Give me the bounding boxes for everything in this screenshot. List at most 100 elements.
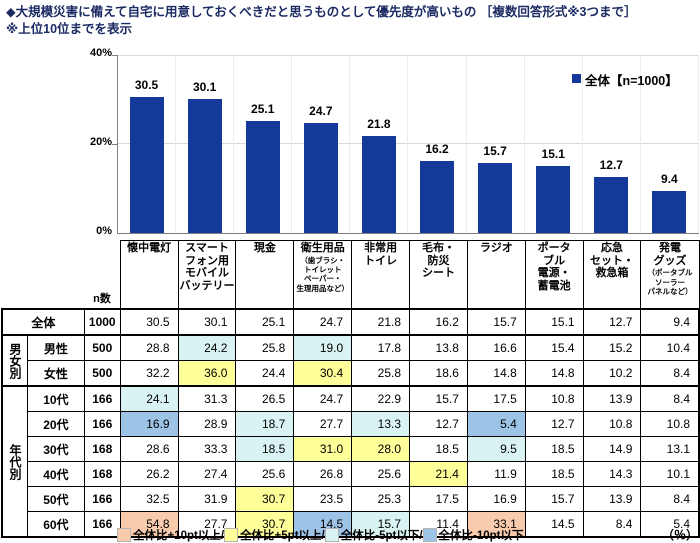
data-cell: 18.5 [235, 436, 295, 462]
data-cell: 28.8 [119, 334, 179, 361]
data-cell: 19.0 [293, 334, 353, 361]
chart-legend: 全体【n=1000】 [572, 70, 678, 89]
chart-legend-label: 全体【n=1000】 [585, 74, 678, 88]
data-cell: 15.4 [524, 334, 584, 361]
title-line-2: ※上位10位までを表示 [6, 21, 133, 36]
bar-value-label: 12.7 [599, 157, 623, 172]
data-cell: 16.6 [466, 334, 526, 361]
data-cell: 25.1 [235, 308, 295, 336]
table-row: 年代別 10代 166 24.1 31.3 26.5 24.7 22.9 15.7 17.5 10.… [1, 385, 700, 538]
chart-column: 24.7 [292, 55, 351, 233]
table-row: 20代 166 16.9 28.9 18.7 27.7 13.3 12.7 5.4 12.7 10.… [2, 411, 700, 437]
data-cell: 14.3 [582, 461, 642, 487]
data-cell: 24.7 [293, 385, 353, 412]
data-cell: 9.5 [466, 436, 526, 462]
data-cell: 8.4 [582, 511, 642, 538]
n-value-cell: 168 [83, 461, 121, 487]
row-label: 女性 [27, 360, 85, 387]
data-cell: 22.9 [351, 385, 411, 412]
y-axis-label-0: 0% [96, 225, 112, 237]
highlight-legend-label: 全体比-5pt以下/ [340, 529, 423, 542]
data-cell: 21.4 [409, 461, 468, 487]
column-header-sublabel: （歯ブラシ・ トイレット ペーパー・ 生理用品など） [296, 255, 349, 293]
bar [594, 176, 629, 233]
data-cell: 16.2 [409, 308, 468, 336]
data-cell: 24.4 [235, 360, 295, 387]
table-row: 50代 166 32.5 31.9 30.7 23.5 25.3 17.5 16.9 15.7 13… [2, 486, 700, 512]
bar [478, 163, 513, 233]
percent-note: （％） [661, 528, 698, 542]
n-value-cell: 500 [83, 334, 121, 361]
bar-value-label: 21.8 [367, 117, 391, 131]
data-cell: 18.5 [409, 436, 468, 462]
chart-columns: 30.5 30.1 25.1 24.7 21.8 16.2 15.7 15.1 12.7 9.4 [118, 55, 699, 233]
n-value-cell: 1000 [83, 308, 121, 336]
column-header-label: 衛生用品 [300, 242, 345, 254]
data-cell: 14.8 [524, 360, 584, 387]
data-cell: 12.7 [582, 308, 642, 336]
data-cell: 17.5 [466, 385, 526, 412]
data-cell: 15.7 [524, 486, 584, 512]
table-row: 女性 500 32.2 36.0 24.4 30.4 25.8 18.6 14.8 14.8 10.… [2, 360, 700, 387]
column-header: ポータ ブル 電源・ 蓄電池 [524, 240, 584, 310]
data-cell: 31.0 [293, 436, 353, 462]
data-cell: 18.5 [524, 436, 584, 462]
column-header-label: 非常用 トイレ [364, 242, 398, 267]
bar [420, 160, 455, 233]
header-blank-cell [2, 240, 85, 309]
data-cell: 33.1 [466, 511, 526, 538]
bar [187, 99, 222, 233]
data-cell: 10.8 [582, 411, 642, 437]
y-tick-mark [112, 55, 117, 56]
data-cell: 12.7 [524, 411, 584, 437]
series-swatch-icon [572, 74, 581, 83]
data-cell: 25.8 [235, 334, 295, 361]
data-cell: 18.6 [409, 360, 468, 387]
highlight-swatch-m5 [324, 527, 339, 542]
data-cell: 31.9 [177, 486, 237, 512]
data-cell: 24.1 [119, 385, 179, 412]
column-header: ラジオ [466, 240, 526, 310]
table-row: 60代 166 54.8 27.7 30.7 14.5 15.7 11.4 33.1 14.5 8.… [2, 511, 700, 538]
data-cell: 10.4 [640, 334, 700, 361]
n-column-header: n数 [84, 240, 121, 309]
data-cell: 30.4 [293, 360, 353, 387]
data-cell: 18.7 [235, 411, 295, 437]
highlight-legend-item: 全体比+10pt以上/ [117, 527, 224, 543]
bar-value-label: 15.1 [541, 146, 565, 161]
data-cell: 8.4 [640, 385, 700, 412]
data-cell: 13.8 [409, 334, 468, 361]
data-cell: 16.9 [466, 486, 526, 512]
column-header: 現金 [235, 240, 295, 310]
data-cell: 14.5 [524, 511, 584, 538]
data-cell: 15.1 [524, 308, 584, 336]
data-cell: 9.4 [640, 308, 700, 336]
y-axis-label-20: 20% [89, 136, 112, 148]
data-cell: 13.9 [582, 486, 642, 512]
results-table: n数 懐中電灯 スマート フォン用 モバイル バッテリー 現金 衛生用品 （歯ブラシ・ … [0, 240, 700, 538]
row-label: 30代 [27, 436, 85, 462]
data-cell: 28.6 [119, 436, 179, 462]
bar-value-label: 30.5 [134, 78, 159, 93]
column-header-label: 応急 セット・ 救急箱 [590, 242, 635, 280]
data-cell: 24.7 [293, 308, 353, 336]
column-header: 懐中電灯 [119, 240, 179, 310]
highlight-legend-label: 全体比+10pt以上/ [133, 529, 225, 542]
bar-value-label: 30.1 [192, 80, 217, 95]
data-cell: 13.9 [582, 385, 642, 412]
bar [245, 121, 280, 233]
data-cell: 26.2 [119, 461, 179, 487]
data-cell: 23.5 [293, 486, 353, 512]
highlight-swatch-m10 [422, 527, 437, 542]
bar [129, 97, 164, 233]
data-cell: 28.9 [177, 411, 237, 437]
column-header: 衛生用品 （歯ブラシ・ トイレット ペーパー・ 生理用品など） [293, 240, 353, 310]
highlight-swatch-p10 [117, 527, 131, 542]
chart-column: 15.1 [525, 55, 583, 233]
chart-column: 30.1 [176, 55, 235, 233]
data-cell: 27.7 [293, 411, 353, 437]
chart-column: 30.5 [118, 55, 177, 233]
row-label: 40代 [27, 461, 85, 487]
data-cell: 33.3 [177, 436, 237, 462]
data-cell: 30.1 [177, 308, 237, 336]
